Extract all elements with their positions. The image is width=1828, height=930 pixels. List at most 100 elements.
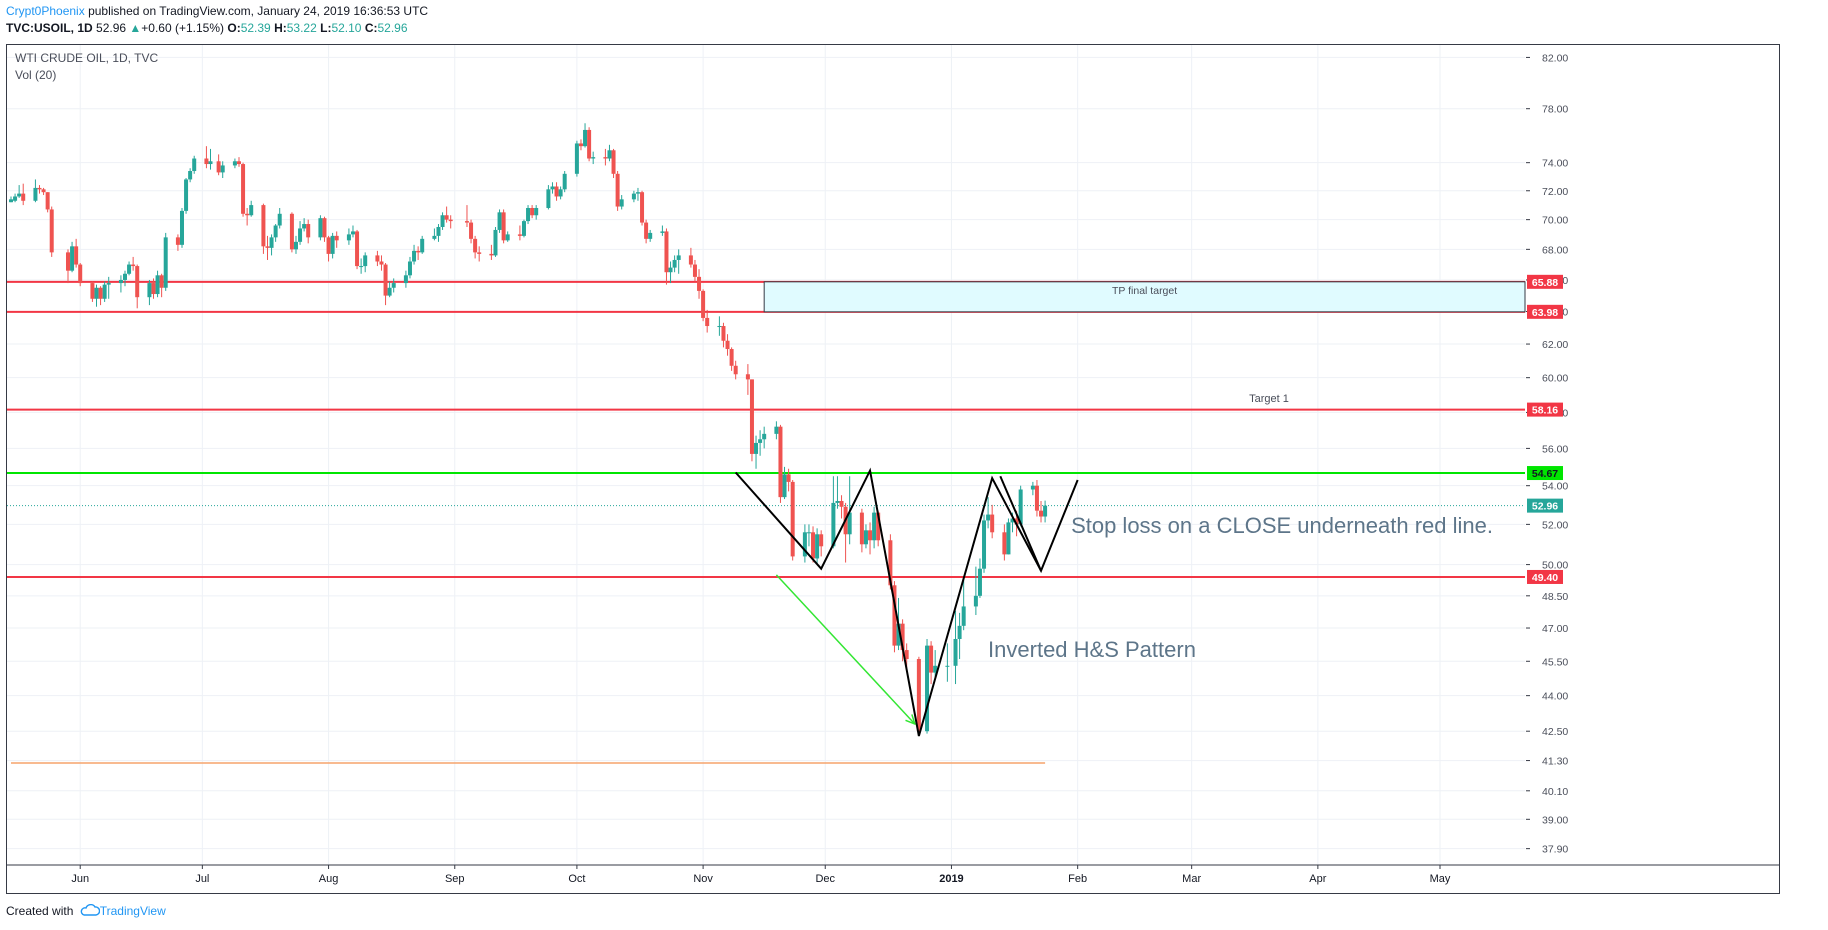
candle-body xyxy=(497,212,502,230)
candle-body xyxy=(78,264,83,284)
candle-body xyxy=(135,266,140,298)
green-arrow-line[interactable] xyxy=(775,574,916,725)
candle-body xyxy=(615,173,620,207)
y-tick-label: 70.00 xyxy=(1542,215,1568,227)
candle-body xyxy=(17,193,22,197)
candle-body xyxy=(517,234,522,236)
candle-body xyxy=(45,192,50,210)
y-tick-label: 60.00 xyxy=(1542,373,1568,385)
candle-body xyxy=(127,264,132,274)
candle-body xyxy=(1002,532,1007,555)
volume-label: Vol (20) xyxy=(15,68,57,82)
candle-body xyxy=(1034,485,1039,511)
x-tick-label: Jun xyxy=(71,873,89,885)
y-tick-label: 44.00 xyxy=(1542,691,1568,703)
candle-body xyxy=(261,205,266,247)
level-price-tag xyxy=(1527,569,1563,584)
candle-body xyxy=(648,232,653,239)
candle-body xyxy=(786,474,791,482)
price-chart[interactable]: TP final target Target 1 Stop loss on a C… xyxy=(7,45,1782,893)
candle-body xyxy=(745,374,750,380)
tp-target-box xyxy=(763,281,1526,313)
author-link[interactable]: Crypt0Phoenix xyxy=(6,4,85,18)
x-tick-label: Sep xyxy=(445,873,465,885)
x-tick-label: Mar xyxy=(1182,873,1201,885)
candle-body xyxy=(758,439,763,443)
candle-body xyxy=(526,207,531,222)
candle-body xyxy=(269,237,274,248)
candle-body xyxy=(562,173,567,190)
close-value: 52.96 xyxy=(377,21,408,35)
candle-body xyxy=(489,253,494,256)
hs-pattern-path[interactable] xyxy=(734,467,1079,737)
candle-body xyxy=(249,205,254,216)
last-price-tag xyxy=(1527,498,1563,513)
candle-body xyxy=(477,252,482,254)
candle-body xyxy=(839,500,844,507)
candle-body xyxy=(106,283,111,285)
candle-body xyxy=(717,326,722,328)
candle-body xyxy=(1006,522,1011,555)
hs-pattern-leg[interactable] xyxy=(999,475,1042,572)
level-price-label: 49.40 xyxy=(1532,572,1558,584)
tradingview-link[interactable]: TradingView xyxy=(99,904,166,918)
candle-body xyxy=(265,246,270,248)
candle-body xyxy=(363,255,368,267)
candle-body xyxy=(440,215,445,227)
level-price-tag xyxy=(1527,274,1563,289)
candle-body xyxy=(403,275,408,284)
candle-body xyxy=(13,196,18,201)
x-tick-label: 2019 xyxy=(939,873,963,885)
chart-frame[interactable]: TP final target Target 1 Stop loss on a C… xyxy=(6,44,1782,894)
candle-body xyxy=(49,209,54,253)
candle-body xyxy=(65,252,70,271)
low-label: L: xyxy=(320,21,332,35)
candle-body xyxy=(407,261,412,276)
candle-body xyxy=(806,532,811,534)
candle-body xyxy=(293,241,298,250)
candle-body xyxy=(184,179,189,211)
pattern-label: Inverted H&S Pattern xyxy=(988,637,1196,662)
y-tick-label: 39.00 xyxy=(1542,814,1568,826)
symbol-label: TVC:USOIL, 1D xyxy=(6,21,93,35)
candle-body xyxy=(21,193,26,201)
open-label: O: xyxy=(227,21,241,35)
y-tick-label: 82.00 xyxy=(1542,52,1568,64)
candle-body xyxy=(546,189,551,208)
level-price-label: 65.88 xyxy=(1532,277,1558,289)
candle-body xyxy=(876,512,881,541)
candle-body xyxy=(94,287,99,299)
candle-body xyxy=(1014,518,1019,525)
candle-body xyxy=(888,540,893,586)
tradingview-cloud-icon xyxy=(80,903,100,916)
candle-body xyxy=(350,231,355,235)
candle-body xyxy=(326,237,331,254)
candle-body xyxy=(676,255,681,260)
candle-body xyxy=(815,534,820,559)
y-tick-label: 78.00 xyxy=(1542,104,1568,116)
y-tick-label: 40.10 xyxy=(1542,786,1568,798)
candle-body xyxy=(892,585,897,646)
candle-body xyxy=(774,426,779,434)
candle-body xyxy=(900,623,905,651)
candle-body xyxy=(298,228,303,242)
y-tick-label: 68.00 xyxy=(1542,244,1568,256)
candle-body xyxy=(163,237,168,288)
change-up-icon: ▲ xyxy=(129,21,142,35)
candle-body xyxy=(33,187,38,201)
candle-body xyxy=(501,212,506,241)
ohlc-header: TVC:USOIL, 1D 52.96 ▲+0.60 (+1.15%) O:52… xyxy=(6,21,408,35)
candle-body xyxy=(322,218,327,238)
candle-body xyxy=(375,255,380,262)
y-tick-label: 74.00 xyxy=(1542,158,1568,170)
candle-body xyxy=(644,222,649,239)
x-tick-label: May xyxy=(1430,873,1451,885)
candle-body xyxy=(811,532,816,559)
last-price-label: 52.96 xyxy=(1532,501,1558,513)
stop-loss-note: Stop loss on a CLOSE underneath red line… xyxy=(1071,513,1493,538)
open-value: 52.39 xyxy=(240,21,271,35)
close-label: C: xyxy=(364,21,378,35)
candle-body xyxy=(831,502,836,547)
level-price-tag xyxy=(1527,466,1563,481)
candle-body xyxy=(619,199,624,207)
